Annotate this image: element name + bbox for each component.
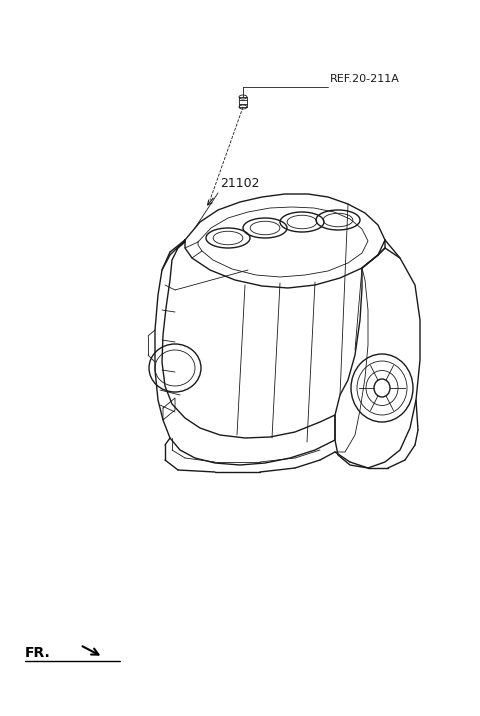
- Text: FR.: FR.: [25, 646, 51, 660]
- Text: REF.20-211A: REF.20-211A: [330, 74, 400, 84]
- Text: 21102: 21102: [220, 177, 260, 190]
